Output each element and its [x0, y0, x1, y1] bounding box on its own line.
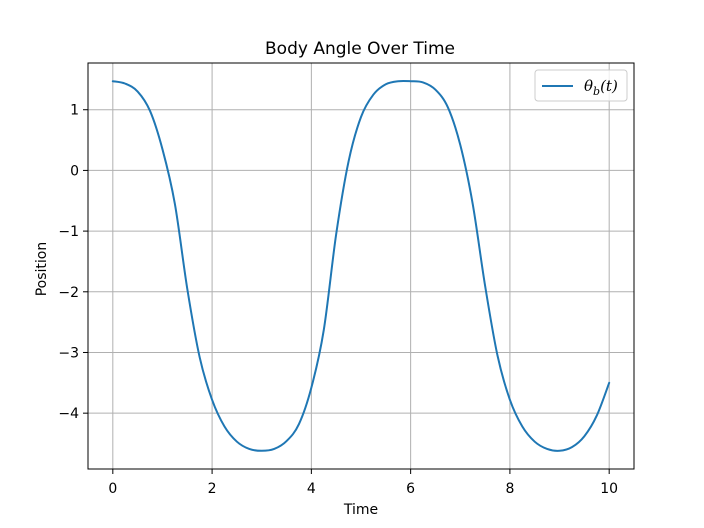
legend: θb(t) — [534, 69, 628, 102]
series-line-theta-b — [111, 79, 611, 452]
x-tick-label: 8 — [505, 481, 514, 497]
y-tick-label: 0 — [70, 163, 79, 179]
y-tick-label: 1 — [70, 103, 79, 119]
y-tick-label: −1 — [58, 224, 79, 240]
x-axis-label: Time — [343, 502, 378, 518]
x-tick-label: 0 — [108, 481, 117, 497]
grid — [88, 63, 634, 469]
y-axis-label: Position — [34, 242, 50, 297]
y-axis: 1 0 −1 −2 −3 −4 — [58, 103, 88, 422]
x-tick-label: 4 — [307, 481, 316, 497]
x-tick-label: 6 — [406, 481, 415, 497]
legend-box — [534, 69, 628, 102]
y-tick-label: −4 — [58, 406, 79, 422]
plot-area — [87, 62, 635, 470]
legend-label-suffix: (t) — [600, 77, 618, 95]
x-axis: 0 2 4 6 8 10 — [108, 469, 618, 497]
y-tick-label: −3 — [58, 345, 79, 361]
legend-label-base: θ — [584, 77, 593, 95]
legend-label: θb(t) — [584, 77, 618, 98]
x-tick-label: 2 — [208, 481, 217, 497]
y-tick-label: −2 — [58, 285, 79, 301]
chart-title: Body Angle Over Time — [265, 39, 455, 59]
x-tick-label: 10 — [600, 481, 618, 497]
legend-label-sub: b — [593, 85, 600, 98]
